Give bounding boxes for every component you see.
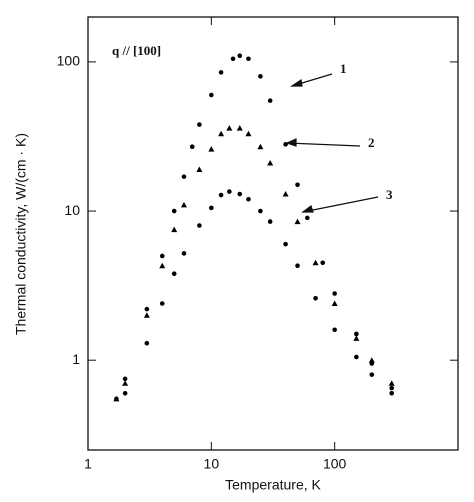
point (159, 301, 165, 306)
point (218, 70, 224, 75)
point (354, 354, 359, 360)
point (320, 260, 326, 266)
point (267, 159, 274, 166)
point (171, 208, 177, 214)
point (159, 253, 165, 259)
point (189, 144, 195, 150)
point (283, 142, 288, 147)
point (258, 74, 263, 79)
point (196, 166, 203, 172)
point (180, 201, 187, 208)
point (230, 56, 236, 62)
arrowhead (285, 138, 297, 147)
point (305, 215, 310, 221)
point (226, 125, 233, 131)
point (294, 218, 301, 225)
y-tick-label: 100 (57, 53, 81, 69)
point (331, 300, 338, 306)
point (368, 357, 375, 363)
point (246, 196, 251, 202)
y-axis-label: Thermal conductivity, W/(cm · K) (13, 133, 29, 335)
point (208, 146, 215, 152)
point (257, 143, 264, 150)
point (197, 122, 202, 127)
point (171, 271, 177, 277)
point (181, 174, 187, 179)
point (171, 226, 178, 233)
point (245, 130, 252, 137)
point (122, 390, 128, 396)
point (144, 306, 150, 312)
point (144, 340, 150, 346)
point (209, 205, 214, 211)
point (267, 98, 273, 103)
point (159, 262, 166, 269)
y-tick-label: 1 (72, 351, 80, 367)
point (369, 372, 375, 377)
series-label: 3 (386, 187, 393, 202)
arrowhead (301, 205, 314, 213)
point (312, 259, 319, 266)
point (218, 130, 225, 137)
point (389, 385, 394, 391)
series-label: 1 (340, 61, 347, 76)
point (218, 192, 224, 198)
point (283, 241, 288, 247)
point (181, 251, 187, 256)
point (197, 223, 202, 228)
point (389, 390, 394, 396)
point (267, 219, 273, 224)
point (143, 312, 150, 318)
point (354, 331, 359, 337)
x-tick-label: 100 (323, 456, 347, 472)
point (122, 376, 128, 382)
point (237, 53, 243, 59)
point (246, 56, 251, 62)
arrow (286, 142, 361, 147)
point (332, 291, 337, 296)
point (209, 92, 214, 98)
point (237, 191, 243, 197)
arrowhead (290, 78, 303, 87)
point (353, 335, 360, 341)
arrow (302, 196, 379, 213)
point (227, 189, 232, 194)
point (295, 263, 300, 269)
point (236, 125, 243, 131)
point (282, 191, 289, 197)
y-tick-label: 10 (64, 202, 80, 218)
point (113, 395, 120, 402)
x-tick-label: 10 (204, 456, 220, 472)
point (258, 208, 263, 214)
x-axis-label: Temperature, K (225, 477, 321, 493)
series-label: 2 (368, 135, 375, 150)
point (122, 380, 129, 386)
plot-frame (87, 16, 459, 451)
point (332, 327, 337, 333)
arrows (285, 73, 379, 213)
point (388, 380, 395, 386)
annotation: q // [100] (112, 43, 161, 58)
x-tick-label: 1 (84, 456, 92, 472)
point (313, 296, 318, 301)
point (295, 182, 300, 188)
